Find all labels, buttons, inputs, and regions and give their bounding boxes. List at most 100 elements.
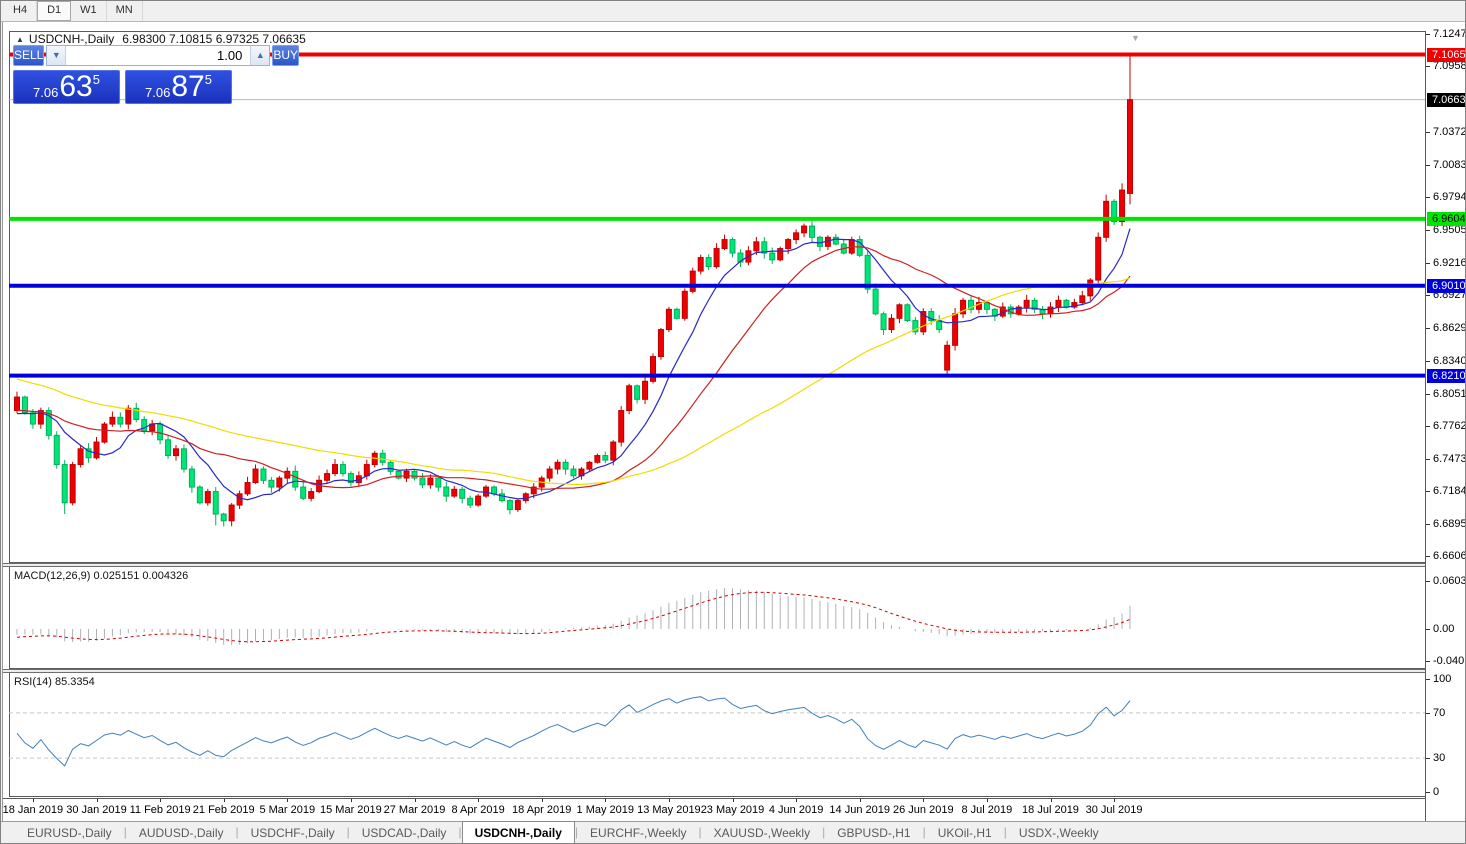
time-axis-tick — [796, 799, 798, 802]
time-axis-tick — [541, 799, 543, 802]
buy-price-panel[interactable]: 7.06 87 5 — [125, 70, 232, 104]
time-axis-label: 30 Jul 2019 — [1085, 804, 1143, 816]
price-axis-tick — [1426, 132, 1430, 134]
tab-separator: | — [698, 825, 702, 839]
timeframe-button-w1[interactable]: W1 — [71, 1, 107, 21]
rsi-line — [16, 696, 1131, 767]
macd-axis-tick — [1426, 660, 1430, 662]
tab-separator: | — [458, 825, 462, 839]
time-axis-label: 27 Mar 2019 — [383, 804, 446, 816]
price-axis-label: 6.68955 — [1433, 517, 1465, 530]
rsi-axis-tick — [1426, 758, 1430, 760]
chart-tab-bar: EURUSD-,Daily | AUDUSD-,Daily | USDCHF-,Dail… — [1, 821, 1465, 843]
price-axis-tick — [1426, 262, 1430, 264]
price-axis-label: 7.03720 — [1433, 126, 1465, 139]
time-axis-label: 26 Jun 2019 — [893, 804, 954, 816]
time-axis-tick — [414, 799, 416, 802]
chart-shift-marker-icon[interactable]: ▼ — [1131, 33, 1140, 43]
rsi-axis-tick — [1426, 679, 1430, 680]
current-price-badge: 7.06635 — [1427, 92, 1465, 107]
sell-price-sup: 5 — [92, 72, 100, 87]
time-axis-tick — [986, 799, 988, 802]
time-axis-label: 13 May 2019 — [637, 804, 701, 816]
price-axis: 7.12475 7.09585 7.03720 7.00830 6.97940 6.950… — [1425, 28, 1466, 821]
chart-tab[interactable]: USDCHF-,Daily — [250, 826, 335, 840]
chart-tab[interactable]: GBPUSD-,H1 — [837, 826, 911, 840]
price-axis-tick — [1426, 66, 1430, 68]
timeframe-button-h4[interactable]: H4 — [4, 1, 38, 21]
time-axis-label: 14 Jun 2019 — [829, 804, 890, 816]
price-axis-tick — [1426, 556, 1430, 558]
price-axis-tick — [1426, 393, 1430, 395]
volume-decrease-button[interactable]: ▼ — [47, 46, 67, 65]
tab-separator: | — [235, 825, 239, 839]
chart-title: ▲ USDCNH-,Daily 6.98300 7.10815 6.97325 7.… — [16, 32, 306, 46]
time-axis-tick — [160, 799, 162, 802]
time-axis-label: 11 Feb 2019 — [129, 804, 191, 816]
chart-frame: ▲ USDCNH-,Daily 6.98300 7.10815 6.97325 7.… — [2, 22, 1465, 822]
rsi-axis-tick — [1426, 792, 1430, 793]
rsi-axis-label: 30 — [1433, 752, 1446, 765]
time-axis-tick — [350, 799, 352, 802]
rsi-indicator-label: RSI(14) 85.3354 — [14, 676, 95, 688]
price-axis-label: 6.97940 — [1433, 191, 1465, 204]
chevron-down-icon: ▼ — [51, 50, 61, 60]
buy-price-sup: 5 — [204, 72, 212, 87]
time-axis-tick — [478, 799, 480, 802]
price-axis-tick — [1426, 523, 1430, 525]
time-axis-label: 18 Jul 2019 — [1022, 804, 1079, 816]
price-plot-svg — [9, 31, 1425, 563]
timeframe-toolbar: H4 D1 W1 MN — [1, 1, 1465, 22]
macd-indicator-label: MACD(12,26,9) 0.025151 0.004326 — [14, 570, 189, 582]
panel-splitter[interactable] — [3, 563, 1461, 567]
chart-tab[interactable]: USDCAD-,Daily — [361, 826, 447, 840]
sell-price-big: 63 — [59, 70, 93, 103]
rsi-axis-label: 100 — [1433, 673, 1452, 685]
sell-price-panel[interactable]: 7.06 63 5 — [13, 70, 120, 104]
chart-tab[interactable]: XAUUSD-,Weekly — [713, 826, 811, 840]
price-axis-tick — [1426, 361, 1430, 362]
chart-symbol-label: USDCNH-,Daily — [28, 32, 115, 46]
tab-separator: | — [1003, 825, 1007, 839]
time-axis-label: 30 Jan 2019 — [66, 804, 127, 816]
macd-axis-label: -0.040135 — [1433, 654, 1465, 667]
volume-input[interactable] — [66, 46, 251, 65]
volume-increase-button[interactable]: ▲ — [250, 46, 270, 65]
timeframe-button-d1[interactable]: D1 — [37, 1, 72, 21]
price-axis-label: 6.86295 — [1433, 322, 1465, 335]
chart-tab[interactable]: UKOil-,H1 — [937, 826, 992, 840]
time-axis-label: 4 Jun 2019 — [768, 804, 824, 816]
chart-tab[interactable]: AUDUSD-,Daily — [138, 826, 224, 840]
time-axis-label: 23 May 2019 — [700, 804, 765, 816]
time-axis-tick — [32, 799, 34, 802]
rsi-canvas[interactable] — [9, 673, 1425, 797]
tab-separator: | — [123, 825, 127, 839]
time-axis-tick — [1114, 799, 1116, 802]
chart-tab[interactable]: EURUSD-,Daily — [27, 826, 112, 840]
rsi-plot-svg — [9, 673, 1425, 797]
time-axis-tick — [96, 799, 98, 802]
chart-tab[interactable]: EURCHF-,Weekly — [590, 826, 687, 840]
sell-button[interactable]: SELL — [13, 45, 45, 66]
timeframe-button-mn[interactable]: MN — [107, 1, 143, 21]
time-axis-tick — [859, 799, 861, 802]
price-axis-label: 6.80515 — [1433, 387, 1465, 400]
chart-tab[interactable]: USDX-,Weekly — [1018, 826, 1099, 840]
buy-button[interactable]: BUY — [272, 45, 300, 66]
price-axis-tick — [1426, 426, 1430, 428]
price-axis-label: 6.74735 — [1433, 452, 1465, 465]
price-chart-canvas[interactable] — [9, 31, 1425, 563]
time-axis-label: 8 Jul 2019 — [961, 804, 1013, 816]
price-axis-label: 6.66065 — [1433, 550, 1465, 563]
collapse-arrow-icon[interactable]: ▲ — [16, 35, 24, 44]
time-axis-label: 18 Jan 2019 — [2, 804, 64, 816]
macd-canvas[interactable] — [9, 567, 1425, 669]
time-axis-label: 5 Mar 2019 — [259, 804, 316, 816]
macd-axis-label: 0.060329 — [1433, 574, 1466, 587]
time-axis-label: 8 Apr 2019 — [451, 804, 505, 816]
time-axis-label: 1 May 2019 — [576, 804, 635, 816]
chart-tab[interactable]: USDCNH-,Daily — [461, 821, 575, 843]
panel-splitter[interactable] — [3, 669, 1461, 673]
